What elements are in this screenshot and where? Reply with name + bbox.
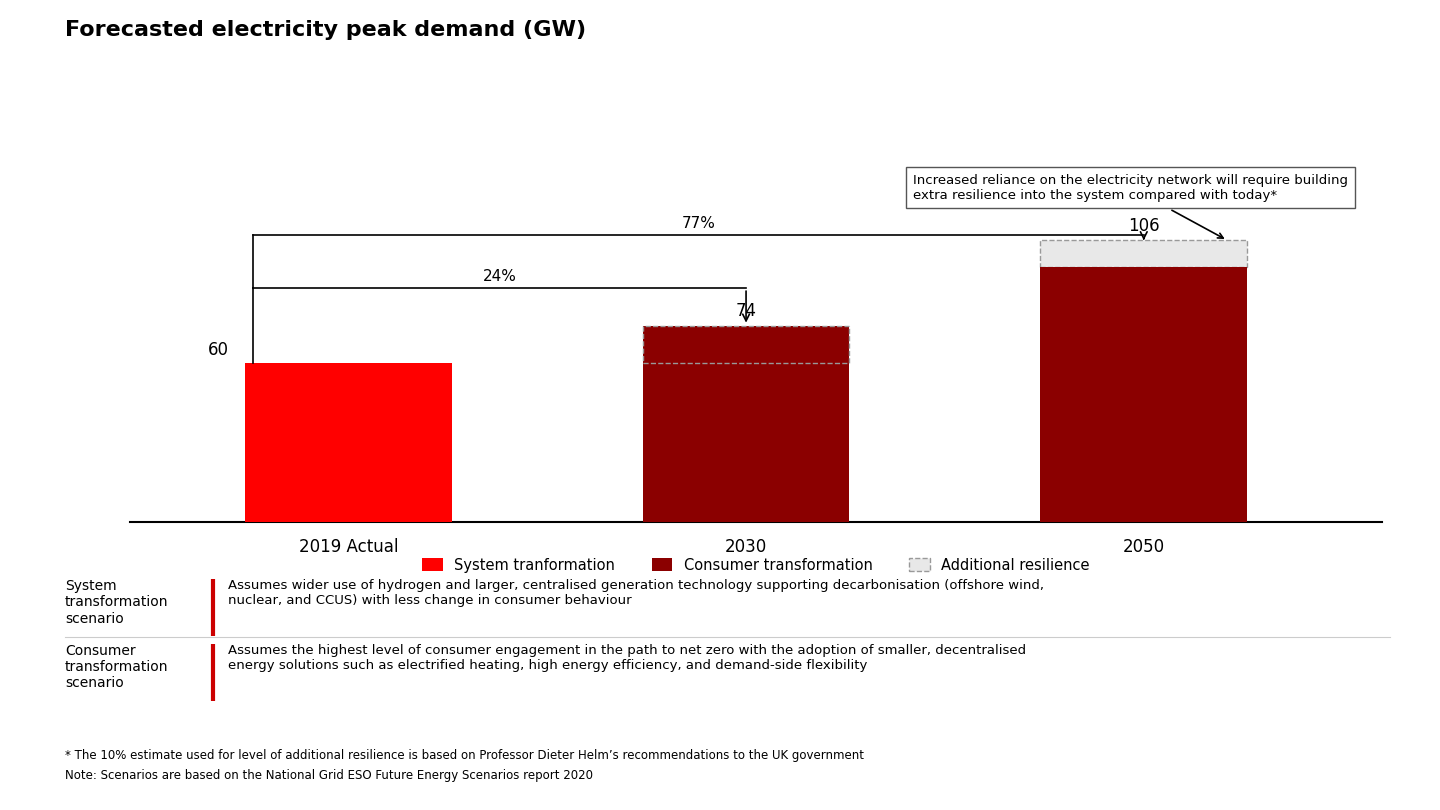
Bar (245, 363, 452, 522)
Bar (1040, 241, 1247, 267)
Text: Assumes wider use of hydrogen and larger, centralised generation technology supp: Assumes wider use of hydrogen and larger… (228, 579, 1044, 608)
Text: 24%: 24% (482, 269, 517, 284)
Legend: System tranformation, Consumer transformation, Additional resilience: System tranformation, Consumer transform… (422, 558, 1090, 573)
Text: Consumer
transformation
scenario: Consumer transformation scenario (65, 644, 168, 690)
Text: * The 10% estimate used for level of additional resilience is based on Professor: * The 10% estimate used for level of add… (65, 749, 864, 762)
Text: 60: 60 (207, 341, 229, 359)
Text: 74: 74 (736, 302, 756, 320)
Bar (1040, 267, 1247, 522)
Text: Assumes the highest level of consumer engagement in the path to net zero with th: Assumes the highest level of consumer en… (228, 644, 1025, 672)
Bar (642, 326, 850, 363)
Text: 106: 106 (1128, 217, 1159, 235)
Bar (642, 326, 850, 522)
Text: 77%: 77% (681, 216, 716, 231)
Text: Forecasted electricity peak demand (GW): Forecasted electricity peak demand (GW) (65, 20, 586, 40)
Text: Increased reliance on the electricity network will require building
extra resili: Increased reliance on the electricity ne… (913, 174, 1348, 238)
Text: Note: Scenarios are based on the National Grid ESO Future Energy Scenarios repor: Note: Scenarios are based on the Nationa… (65, 770, 593, 782)
Text: System
transformation
scenario: System transformation scenario (65, 579, 168, 625)
